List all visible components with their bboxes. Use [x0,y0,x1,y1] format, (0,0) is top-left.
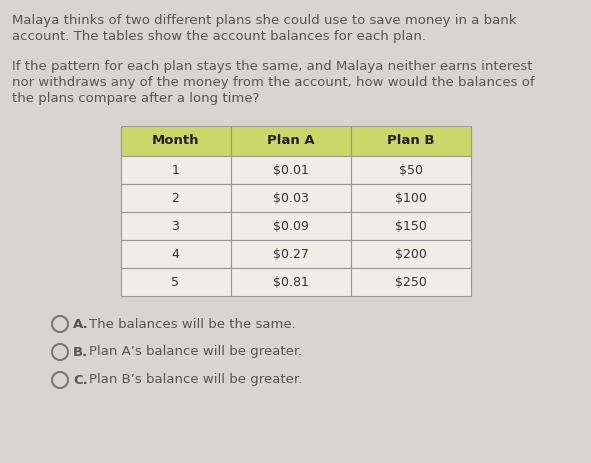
Text: $0.09: $0.09 [272,219,309,232]
Text: $250: $250 [395,275,427,288]
Text: If the pattern for each plan stays the same, and Malaya neither earns interest: If the pattern for each plan stays the s… [12,60,532,73]
Text: $50: $50 [398,163,423,176]
Text: 1: 1 [171,163,180,176]
Text: 4: 4 [171,248,180,261]
Text: the plans compare after a long time?: the plans compare after a long time? [12,92,259,105]
FancyBboxPatch shape [121,212,230,240]
Text: 3: 3 [171,219,180,232]
Text: $0.81: $0.81 [272,275,309,288]
FancyBboxPatch shape [230,268,350,296]
FancyBboxPatch shape [121,268,230,296]
Text: A.: A. [73,318,89,331]
Text: $0.01: $0.01 [272,163,309,176]
Text: $150: $150 [395,219,427,232]
Text: The balances will be the same.: The balances will be the same. [89,318,296,331]
Text: Month: Month [152,134,199,148]
Text: B.: B. [73,345,88,358]
FancyBboxPatch shape [350,212,470,240]
FancyBboxPatch shape [350,268,470,296]
Text: $100: $100 [395,192,427,205]
Text: 2: 2 [171,192,180,205]
Text: 5: 5 [171,275,180,288]
FancyBboxPatch shape [350,184,470,212]
Text: Plan B’s balance will be greater.: Plan B’s balance will be greater. [89,374,302,387]
FancyBboxPatch shape [230,184,350,212]
FancyBboxPatch shape [230,156,350,184]
Text: $0.27: $0.27 [272,248,309,261]
Text: Plan B: Plan B [387,134,434,148]
Text: Plan A’s balance will be greater.: Plan A’s balance will be greater. [89,345,302,358]
Text: C.: C. [73,374,87,387]
Text: Malaya thinks of two different plans she could use to save money in a bank: Malaya thinks of two different plans she… [12,14,517,27]
Text: Plan A: Plan A [267,134,314,148]
Text: $200: $200 [395,248,427,261]
FancyBboxPatch shape [350,240,470,268]
FancyBboxPatch shape [121,184,230,212]
Text: $0.03: $0.03 [272,192,309,205]
FancyBboxPatch shape [350,126,470,156]
Text: account. The tables show the account balances for each plan.: account. The tables show the account bal… [12,30,426,43]
FancyBboxPatch shape [350,156,470,184]
Text: nor withdraws any of the money from the account, how would the balances of: nor withdraws any of the money from the … [12,76,535,89]
FancyBboxPatch shape [230,126,350,156]
FancyBboxPatch shape [230,240,350,268]
FancyBboxPatch shape [121,240,230,268]
FancyBboxPatch shape [230,212,350,240]
FancyBboxPatch shape [121,126,230,156]
FancyBboxPatch shape [121,156,230,184]
